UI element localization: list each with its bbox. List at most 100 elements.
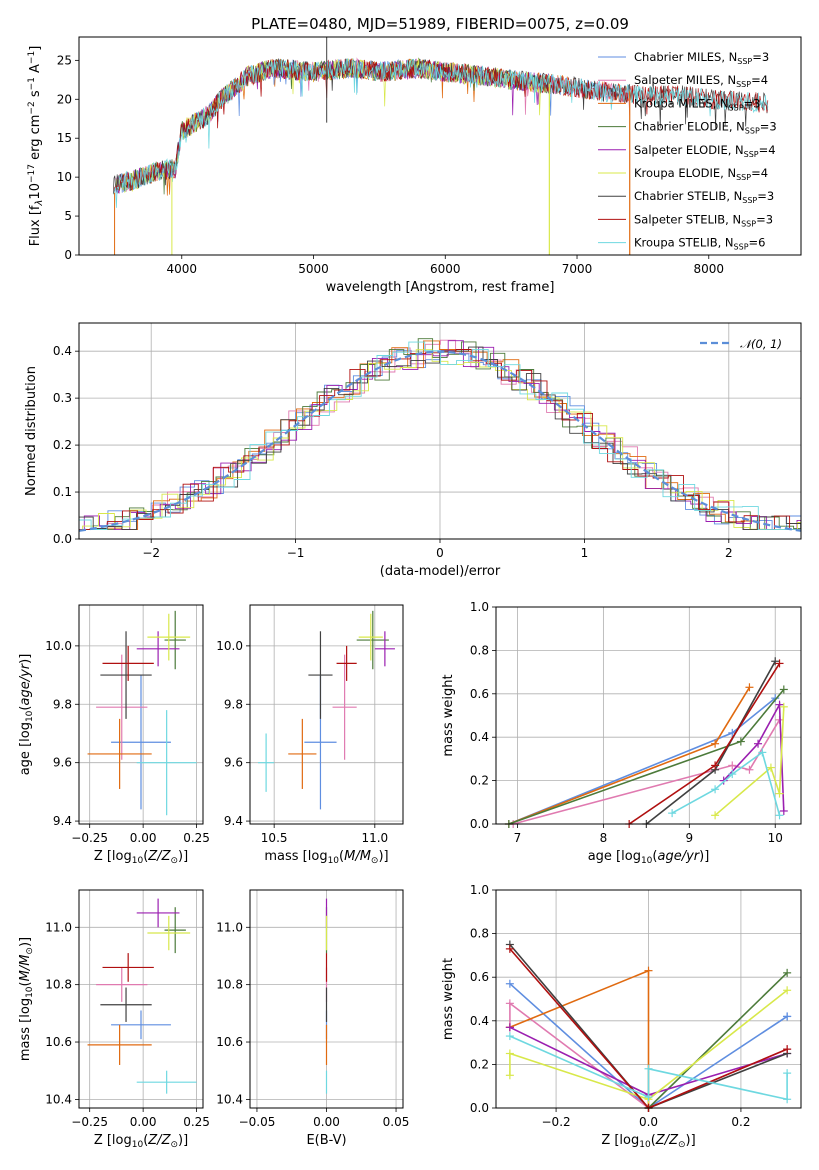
weight-line	[508, 688, 785, 825]
y-tick-label: 10	[57, 170, 72, 184]
y-tick-label: 0.2	[470, 1057, 489, 1071]
y-tick-label: 0.4	[470, 730, 489, 744]
y-axis-label: Normed distribution	[24, 366, 39, 496]
y-tick-label: 9.4	[224, 814, 243, 828]
x-axis-label: (data-model)/error	[380, 564, 501, 579]
axes-frame	[495, 606, 802, 825]
y-tick-label: 0.8	[470, 927, 489, 941]
y-tick-label: 0.2	[470, 774, 489, 788]
x-tick-label: 8	[600, 831, 608, 845]
x-tick-label: −0.25	[71, 1115, 108, 1129]
axes-6: −0.05 0.00 0.05 10.4 10.6 10.8 11.0 E(B-V)	[216, 889, 410, 1148]
x-tick-label: −0.2	[542, 1115, 571, 1129]
x-tick-label: 0.0	[639, 1115, 658, 1129]
y-tick-label: 10.6	[45, 1035, 72, 1049]
x-axis-label: Z [log10(Z/Z⊙)]	[94, 849, 188, 866]
y-tick-label: 5	[64, 209, 72, 223]
x-tick-label: 7	[514, 831, 522, 845]
figure-title: PLATE=0480, MJD=51989, FIBERID=0075, z=0…	[251, 15, 629, 33]
x-tick-label: 4000	[166, 262, 197, 276]
axes-4: 7 8 9 10 0.0 0.2 0.4 0.6 0.8 1.0 age [log10(age/yr…	[441, 600, 802, 866]
y-tick-label: 9.8	[53, 697, 72, 711]
x-tick-label: 0.00	[313, 1115, 340, 1129]
axes-0: 4000 5000 6000 7000 8000 0 5 10 15 20 25 wavelength…	[27, 36, 802, 295]
y-tick-label: 0.6	[470, 687, 489, 701]
residual-histogram	[79, 349, 802, 531]
x-tick-label: 5000	[298, 262, 329, 276]
y-tick-label: 0.3	[53, 391, 72, 405]
y-tick-label: 10.6	[216, 1035, 243, 1049]
y-axis-label: age [log10(age/yr)]	[18, 654, 35, 776]
x-tick-label: 0.05	[383, 1115, 410, 1129]
y-tick-label: 9.6	[224, 756, 243, 770]
y-tick-label: 0.2	[53, 438, 72, 452]
x-tick-label: 0.25	[183, 1115, 210, 1129]
y-tick-label: 1.0	[470, 600, 489, 614]
y-axis-label: mass weight	[441, 958, 456, 1040]
x-tick-label: 8000	[694, 262, 725, 276]
x-tick-label: 2	[725, 546, 733, 560]
x-tick-label: 0.2	[731, 1115, 750, 1129]
y-tick-label: 11.0	[216, 920, 243, 934]
x-tick-label: −2	[142, 546, 160, 560]
x-tick-label: −0.25	[71, 831, 108, 845]
x-axis-label: age [log10(age/yr)]	[588, 849, 710, 866]
y-tick-label: 10.8	[216, 978, 243, 992]
axes-2: −0.25 0.00 0.25 9.4 9.6 9.8 10.0 Z [log10(Z/Z⊙)…	[18, 604, 210, 866]
y-tick-label: 15	[57, 131, 72, 145]
axes-frame	[249, 889, 404, 1109]
y-tick-label: 25	[57, 53, 72, 67]
x-tick-label: −1	[287, 546, 305, 560]
y-tick-label: 0	[64, 248, 72, 262]
y-tick-label: 10.0	[216, 639, 243, 653]
y-tick-label: 0.8	[470, 643, 489, 657]
y-axis-label: mass [log10(M/M⊙)]	[18, 937, 35, 1061]
legend-label: Chabrier ELODIE, NSSP=3	[634, 120, 777, 136]
legend-label: Salpeter STELIB, NSSP=3	[634, 212, 773, 228]
axes-frame	[495, 889, 802, 1109]
x-tick-label: 0.00	[130, 1115, 157, 1129]
y-tick-label: 9.4	[53, 814, 72, 828]
legend-label: Chabrier MILES, NSSP=3	[634, 50, 769, 66]
x-tick-label: 7000	[562, 262, 593, 276]
y-tick-label: 0.6	[470, 970, 489, 984]
x-tick-label: 10.5	[261, 831, 288, 845]
normal-curve	[78, 350, 802, 532]
x-tick-label: 1	[581, 546, 589, 560]
x-tick-label: 0.25	[183, 831, 210, 845]
weight-line	[508, 697, 776, 825]
x-tick-label: 9	[685, 831, 693, 845]
legend-label: 𝒩(0, 1)	[740, 337, 782, 351]
x-tick-label: 0.00	[130, 831, 157, 845]
x-tick-label: 6000	[430, 262, 461, 276]
weight-line	[509, 989, 788, 1101]
residual-histogram	[78, 341, 801, 531]
y-tick-label: 0.4	[53, 344, 72, 358]
y-tick-label: 20	[57, 92, 72, 106]
x-axis-label: Z [log10(Z/Z⊙)]	[601, 1133, 695, 1150]
plot-container: 4000 5000 6000 7000 80000510152025wavelength…	[18, 36, 802, 1150]
x-axis-label: mass [log10(M/M⊙)]	[264, 849, 388, 866]
axes-frame	[249, 604, 404, 825]
x-tick-label: 0	[436, 546, 444, 560]
legend-label: Salpeter ELODIE, NSSP=4	[634, 143, 776, 159]
x-axis-label: wavelength [Angstrom, rest frame]	[326, 280, 555, 295]
x-axis-label: Z [log10(Z/Z⊙)]	[94, 1133, 188, 1150]
y-tick-label: 11.0	[45, 920, 72, 934]
y-axis-label: mass weight	[441, 674, 456, 756]
y-tick-label: 10.0	[45, 639, 72, 653]
y-tick-label: 10.8	[45, 978, 72, 992]
spectrum-line	[112, 58, 769, 208]
y-tick-label: 9.8	[224, 697, 243, 711]
y-tick-label: 0.0	[470, 1101, 489, 1115]
x-tick-label: 10	[768, 831, 783, 845]
legend-label: Chabrier STELIB, NSSP=3	[634, 189, 774, 205]
axes-5: −0.25 0.00 0.25 10.4 10.6 10.8 11.0 Z [log10(Z/…	[18, 889, 210, 1150]
y-tick-label: 0.0	[470, 817, 489, 831]
x-tick-label: −0.05	[239, 1115, 276, 1129]
y-tick-label: 10.4	[45, 1092, 72, 1106]
residual-histogram	[79, 349, 801, 531]
axes-frame	[78, 36, 802, 256]
weight-line	[508, 686, 751, 825]
